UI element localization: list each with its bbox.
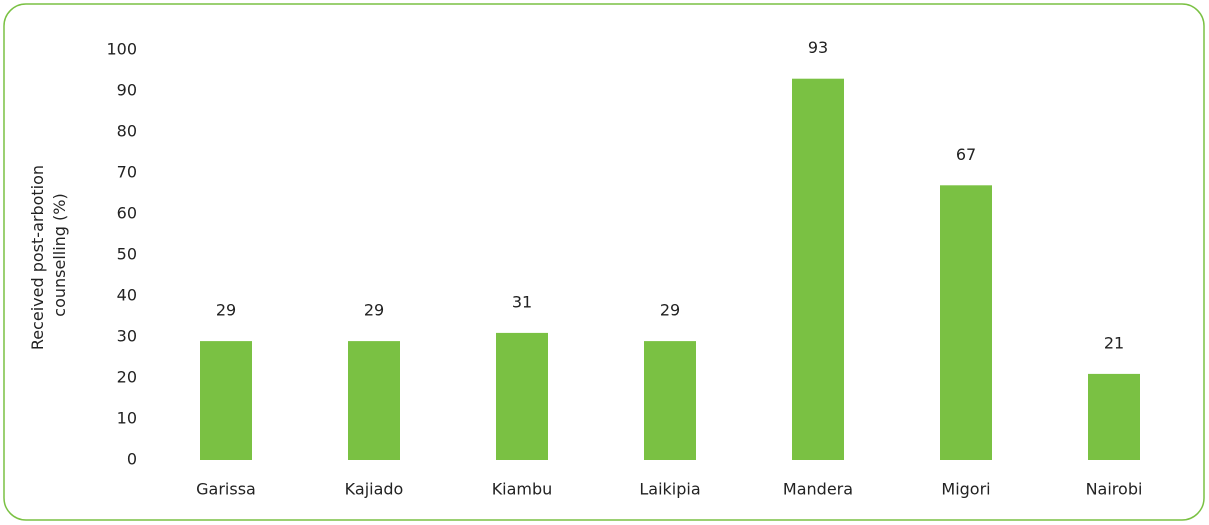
y-tick-label: 70 xyxy=(117,163,137,182)
y-tick-label: 0 xyxy=(127,450,137,469)
y-axis-label: Received post-arbotion counselling (%) xyxy=(28,160,69,350)
x-tick-label: Garissa xyxy=(196,480,256,499)
y-tick-label: 80 xyxy=(117,122,137,141)
data-label: 21 xyxy=(1104,333,1124,352)
data-label: 93 xyxy=(808,38,828,57)
y-axis-label-line: counselling (%) xyxy=(50,193,69,316)
y-tick-label: 90 xyxy=(117,81,137,100)
bar xyxy=(496,332,548,460)
data-label: 29 xyxy=(364,301,384,320)
y-tick-label: 50 xyxy=(117,245,137,264)
y-tick-label: 60 xyxy=(117,204,137,223)
bar xyxy=(1088,373,1140,460)
x-tick-label: Nairobi xyxy=(1086,480,1143,499)
y-tick-label: 20 xyxy=(117,368,137,387)
bar xyxy=(644,341,696,460)
x-tick-label: Laikipia xyxy=(639,480,700,499)
chart-frame xyxy=(3,3,1205,521)
x-tick-label: Kiambu xyxy=(492,480,553,499)
y-tick-label: 100 xyxy=(106,40,137,59)
y-axis-label-line: Received post-arbotion xyxy=(28,165,47,350)
bar xyxy=(792,78,844,460)
data-label: 67 xyxy=(956,145,976,164)
bar xyxy=(940,185,992,461)
bar xyxy=(200,341,252,460)
y-tick-label: 40 xyxy=(117,286,137,305)
x-tick-label: Kajiado xyxy=(345,480,404,499)
bar xyxy=(348,341,400,460)
x-tick-label: Migori xyxy=(941,480,990,499)
data-label: 29 xyxy=(216,301,236,320)
data-label: 31 xyxy=(512,292,532,311)
y-tick-label: 10 xyxy=(117,409,137,428)
data-label: 29 xyxy=(660,301,680,320)
x-tick-label: Mandera xyxy=(783,480,853,499)
y-tick-label: 30 xyxy=(117,327,137,346)
